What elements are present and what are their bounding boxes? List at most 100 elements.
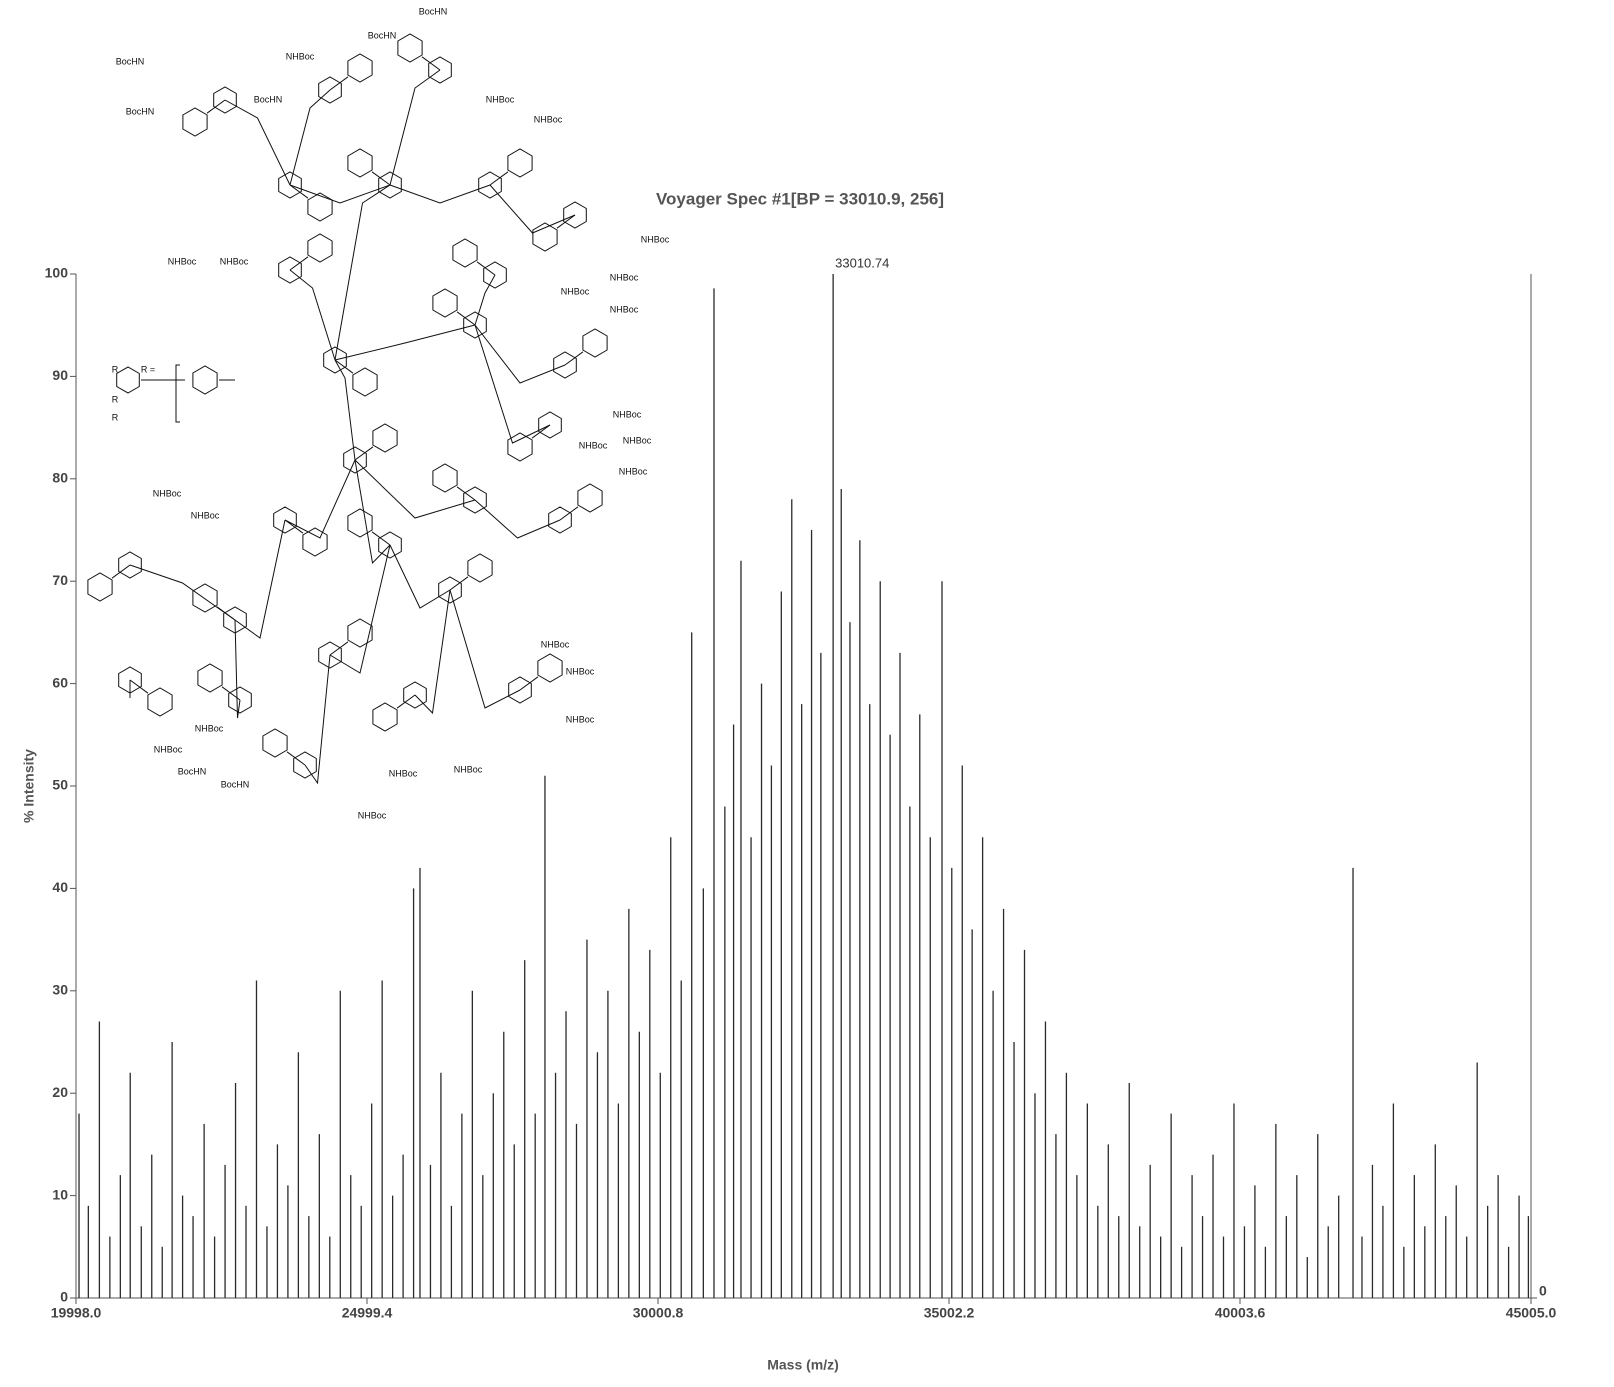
bond bbox=[489, 184, 576, 234]
ring bbox=[307, 233, 333, 263]
bond bbox=[449, 589, 521, 709]
structure-label: NHBoc bbox=[191, 510, 220, 520]
structure-label: NHBoc bbox=[220, 256, 249, 266]
structure-label: R bbox=[112, 394, 119, 404]
bond bbox=[556, 214, 576, 229]
bond bbox=[474, 499, 561, 539]
bond bbox=[519, 676, 539, 691]
ring bbox=[378, 171, 402, 199]
ring bbox=[438, 576, 462, 604]
x-tick-label: 45005.0 bbox=[1506, 1305, 1557, 1321]
bond bbox=[329, 76, 349, 91]
ring bbox=[532, 222, 558, 252]
ring bbox=[372, 423, 398, 453]
ring bbox=[116, 366, 140, 394]
ring bbox=[432, 463, 458, 493]
structure-label: NHBoc bbox=[566, 714, 595, 724]
bond bbox=[531, 424, 551, 439]
ring bbox=[302, 527, 328, 557]
bond bbox=[224, 99, 291, 186]
peak-annotation: 33010.74 bbox=[835, 255, 889, 270]
y-tick-label: 100 bbox=[45, 265, 69, 281]
bond bbox=[286, 751, 306, 766]
ring bbox=[397, 33, 423, 63]
bond bbox=[234, 519, 286, 639]
bond bbox=[476, 261, 496, 276]
bond bbox=[334, 184, 391, 361]
bond bbox=[489, 171, 509, 186]
y-axis-label: % Intensity bbox=[21, 749, 37, 823]
ring bbox=[507, 432, 533, 462]
structure-label: NHBoc bbox=[168, 256, 197, 266]
structure-label: NHBoc bbox=[153, 488, 182, 498]
ring bbox=[273, 506, 297, 534]
ring bbox=[478, 171, 502, 199]
bond bbox=[371, 171, 391, 186]
y-tick-label: 50 bbox=[52, 777, 68, 793]
bond bbox=[421, 56, 441, 71]
y-tick-label: 60 bbox=[52, 674, 68, 690]
structure-label: BocHN bbox=[254, 94, 283, 104]
structure-label: R bbox=[112, 412, 119, 422]
bond bbox=[289, 256, 309, 271]
ring bbox=[563, 201, 587, 229]
ring bbox=[463, 311, 487, 339]
bond bbox=[474, 324, 551, 444]
bond bbox=[334, 359, 354, 374]
structure-label: NHBoc bbox=[613, 409, 642, 419]
x-tick-label: 30000.8 bbox=[633, 1305, 684, 1321]
chart-title: Voyager Spec #1[BP = 33010.9, 256] bbox=[656, 189, 944, 208]
bond bbox=[354, 459, 391, 565]
bond bbox=[234, 619, 241, 719]
x-tick-label: 35002.2 bbox=[924, 1305, 975, 1321]
structure-label: NHBoc bbox=[389, 768, 418, 778]
ring bbox=[147, 687, 173, 717]
x-axis-label: Mass (m/z) bbox=[767, 1357, 839, 1373]
ring bbox=[378, 531, 402, 559]
bond bbox=[221, 686, 241, 701]
bond bbox=[289, 269, 336, 361]
ring bbox=[278, 256, 302, 284]
y2-tick-label: 0 bbox=[1539, 1283, 1547, 1299]
structure-label: NHBoc bbox=[623, 435, 652, 445]
structure-label: R = bbox=[141, 364, 155, 374]
bond bbox=[216, 606, 236, 621]
ring bbox=[372, 702, 398, 732]
ring bbox=[538, 411, 562, 439]
ring bbox=[347, 148, 373, 178]
bond bbox=[371, 531, 391, 546]
x-tick-label: 19998.0 bbox=[51, 1305, 102, 1321]
structure-label: R bbox=[112, 364, 119, 374]
bond bbox=[334, 359, 356, 461]
ring bbox=[293, 751, 317, 779]
ring bbox=[213, 86, 237, 114]
ring bbox=[508, 676, 532, 704]
structure-label: BocHN bbox=[178, 766, 207, 776]
ring bbox=[403, 681, 427, 709]
ring bbox=[318, 641, 342, 669]
bond bbox=[334, 324, 476, 361]
bond bbox=[559, 506, 579, 521]
ring bbox=[537, 653, 563, 683]
ring bbox=[323, 346, 347, 374]
structure-label: BocHN bbox=[419, 6, 448, 16]
ring bbox=[262, 728, 288, 758]
ring bbox=[452, 238, 478, 268]
ring bbox=[467, 553, 493, 583]
bond bbox=[449, 576, 469, 591]
bond bbox=[284, 519, 304, 534]
structure-label: NHBoc bbox=[579, 440, 608, 450]
ring bbox=[192, 583, 218, 613]
ring bbox=[118, 551, 142, 579]
ring bbox=[347, 508, 373, 538]
ring bbox=[582, 328, 608, 358]
bracket bbox=[175, 364, 180, 423]
bond bbox=[129, 679, 149, 694]
bond bbox=[329, 641, 349, 656]
y-tick-label: 70 bbox=[52, 572, 68, 588]
bond bbox=[289, 89, 331, 186]
bond bbox=[389, 544, 451, 609]
structure-label: NHBoc bbox=[566, 666, 595, 676]
structure-label: BocHN bbox=[126, 106, 155, 116]
